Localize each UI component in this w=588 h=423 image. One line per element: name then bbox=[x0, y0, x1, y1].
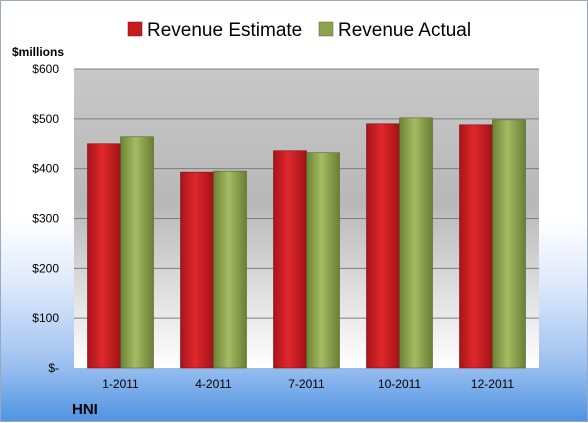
y-tick-label: $200 bbox=[32, 261, 59, 275]
legend-swatch-actual bbox=[318, 21, 334, 37]
y-axis-unit-label: $millions bbox=[12, 45, 64, 59]
bar-revenue-estimate bbox=[459, 124, 493, 369]
bar-revenue-actual bbox=[213, 170, 247, 369]
x-tick-label: 7-2011 bbox=[288, 377, 325, 391]
bar-revenue-estimate bbox=[180, 171, 214, 369]
y-tick-label: $100 bbox=[32, 311, 59, 325]
x-tick-label: 1-2011 bbox=[102, 377, 139, 391]
x-tick-label: 12-2011 bbox=[471, 377, 514, 391]
legend: Revenue Estimate Revenue Actual bbox=[127, 20, 471, 41]
bar-revenue-actual bbox=[399, 117, 433, 369]
y-axis: $600 $500 $400 $300 $200 $100 $- bbox=[32, 62, 59, 375]
y-tick-label: $500 bbox=[32, 112, 59, 126]
x-tick-label: 4-2011 bbox=[195, 377, 232, 391]
y-tick-label: $- bbox=[48, 361, 59, 375]
x-tick-label: 10-2011 bbox=[378, 377, 421, 391]
y-tick-label: $400 bbox=[32, 162, 59, 176]
company-ticker: HNI bbox=[72, 401, 98, 418]
bar-revenue-estimate bbox=[87, 143, 121, 369]
bar-revenue-actual bbox=[120, 136, 154, 369]
y-tick-label: $300 bbox=[32, 212, 59, 226]
bars bbox=[87, 117, 526, 369]
bar-revenue-estimate bbox=[366, 123, 400, 369]
x-axis: 1-2011 4-2011 7-2011 10-2011 12-2011 bbox=[102, 377, 514, 391]
legend-swatch-estimate bbox=[127, 21, 143, 37]
legend-label-actual: Revenue Actual bbox=[338, 20, 471, 41]
bar-revenue-actual bbox=[306, 152, 340, 369]
legend-label-estimate: Revenue Estimate bbox=[147, 20, 302, 41]
bar-revenue-estimate bbox=[273, 150, 307, 369]
y-tick-label: $600 bbox=[32, 62, 59, 76]
bar-revenue-actual bbox=[492, 119, 526, 369]
